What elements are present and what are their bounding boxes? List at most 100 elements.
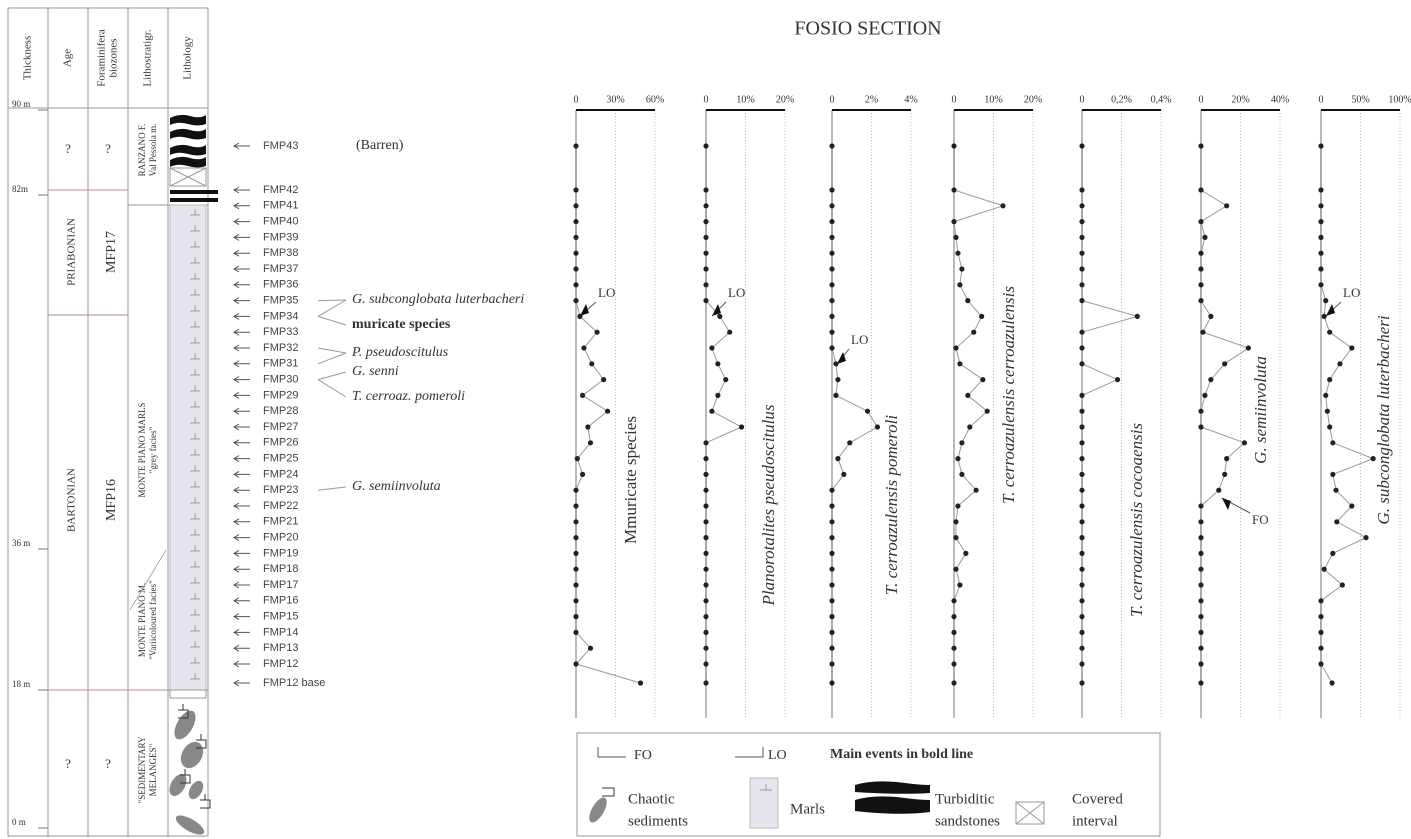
sample-dot [585, 424, 591, 430]
sample-dot [1198, 408, 1204, 414]
chaotic-symbol [178, 704, 189, 719]
sample-label: FMP35 [263, 295, 298, 307]
sample-dot [829, 598, 835, 604]
sample-dot [587, 645, 594, 651]
sample-dot [589, 361, 595, 367]
sample-dot [1079, 143, 1085, 149]
marl-symbol [190, 209, 200, 216]
thickness-label: 36 m [12, 538, 30, 548]
sample-dot [829, 266, 835, 272]
sample-dot [703, 143, 709, 149]
x-tick-label: 10% [736, 94, 754, 105]
sample-dot [1330, 550, 1336, 557]
sample-arrow [233, 679, 250, 687]
legend-marl-symbol [760, 784, 772, 791]
marl-symbol [190, 433, 200, 440]
marl-symbol [190, 225, 200, 232]
sample-dot [1079, 219, 1085, 225]
sample-dot [957, 361, 963, 367]
sample-label: FMP12 base [263, 677, 325, 689]
species-title: T. cerroazulensis cocoaensis [1127, 423, 1146, 617]
sample-dot [951, 680, 957, 686]
chaotic-symbol [200, 794, 211, 809]
thickness-label: 18 m [12, 679, 30, 689]
legend-covered [1015, 801, 1045, 825]
legend-note: Main events in bold line [830, 747, 973, 762]
sample-dot [959, 266, 965, 272]
sample-dot [1363, 535, 1369, 541]
sample-dot [1079, 598, 1085, 604]
sample-dot [957, 582, 963, 588]
sample-dot [1208, 377, 1214, 383]
sample-dot [829, 550, 835, 557]
sample-dot [1198, 582, 1204, 588]
annotation-arrow [580, 304, 589, 316]
legend-item-label: Covered [1072, 791, 1123, 807]
sample-dot [1321, 313, 1327, 319]
sample-dot [1079, 535, 1085, 541]
sample-dot [959, 471, 965, 477]
sample-dot [703, 645, 709, 651]
sample-dot [581, 345, 587, 351]
sample-label: FMP17 [263, 579, 298, 591]
covered-interval [169, 689, 207, 699]
species-title: G. semiinvoluta [1251, 356, 1270, 464]
sample-dot [829, 535, 835, 541]
sample-dot [1318, 143, 1324, 149]
sample-arrow [233, 581, 250, 589]
marl-symbol [190, 513, 200, 520]
sample-dot [829, 282, 835, 288]
sample-dot [1079, 582, 1085, 588]
sample-dot [829, 234, 835, 240]
sample-dot [703, 187, 709, 193]
legend-fo: FO [634, 748, 652, 763]
sample-dot [955, 503, 961, 509]
event-connector [317, 486, 347, 491]
sample-label: FMP32 [263, 342, 298, 354]
sample-dot [703, 598, 709, 604]
sample-dot [829, 680, 835, 686]
marl-symbol [190, 321, 200, 328]
marl-symbol [190, 641, 200, 648]
sample-dot [1318, 187, 1324, 193]
turbidite-bar [170, 198, 218, 202]
marl-symbol [190, 561, 200, 568]
sample-arrow [233, 534, 250, 542]
sample-dot [1198, 661, 1204, 667]
marl-symbol [190, 449, 200, 456]
sample-dot [864, 408, 871, 414]
sample-dot [1318, 598, 1324, 604]
sample-dot [573, 298, 579, 304]
sample-dot [1079, 456, 1085, 462]
sample-dot [703, 582, 709, 588]
sample-label: FMP34 [263, 310, 298, 322]
sample-label: FMP31 [263, 358, 298, 370]
sample-dot [579, 392, 586, 398]
x-tick-label: 0 [1080, 94, 1085, 105]
event-annotation: LO [728, 285, 745, 300]
sample-dot [951, 219, 957, 225]
sample-dot [829, 519, 835, 525]
sample-dot [1079, 471, 1085, 477]
marl-symbol [190, 593, 200, 600]
sample-label: FMP43 [263, 140, 298, 152]
sample-dot [1198, 298, 1204, 304]
sample-dot [1198, 550, 1204, 557]
sample-arrow [233, 312, 250, 320]
column-header: Thickness [22, 36, 34, 81]
sample-dot [703, 282, 709, 288]
sample-label: FMP27 [263, 421, 298, 433]
marl-symbol [190, 673, 200, 680]
sample-dot [715, 392, 721, 398]
sample-dot [951, 614, 957, 620]
sample-label: FMP39 [263, 231, 298, 243]
sample-dot [1079, 282, 1085, 288]
marls [169, 204, 207, 691]
x-tick-label: 20% [1231, 94, 1249, 105]
sample-dot [1079, 645, 1085, 651]
thickness-label: 82m [12, 184, 28, 194]
abundance-line [953, 146, 1005, 683]
sample-label: FMP19 [263, 547, 298, 559]
facies-boundary [129, 549, 167, 611]
event-annotation: LO [851, 332, 868, 347]
